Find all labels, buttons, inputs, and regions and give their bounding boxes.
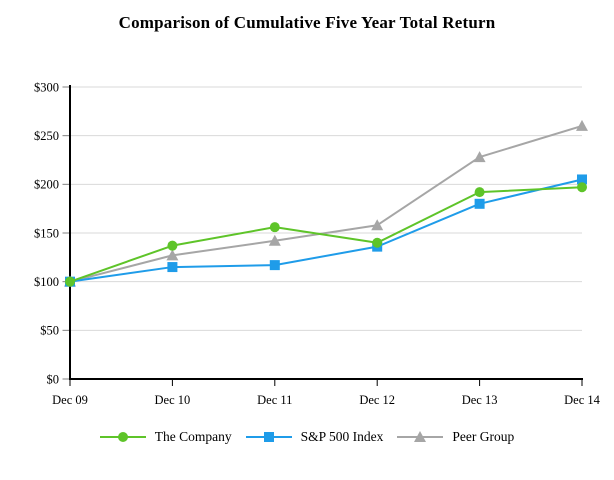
- data-point-the-company-dec-09: [65, 276, 75, 287]
- chart-legend: The Company S&P 500 Index Peer Group: [0, 429, 614, 445]
- data-point-peer-group-dec-14: [576, 119, 588, 131]
- data-point-s-p-500-index-dec-11: [269, 260, 280, 271]
- data-point-s-p-500-index-dec-14: [577, 174, 587, 185]
- data-point-the-company-dec-14: [577, 182, 587, 193]
- x-axis-label: Dec 13: [462, 393, 498, 407]
- x-axis-label: Dec 12: [359, 393, 395, 407]
- y-axis-label: $100: [34, 275, 59, 289]
- y-axis-label: $150: [34, 226, 59, 240]
- data-point-peer-group-dec-12: [371, 219, 384, 231]
- series-line-the-company: [69, 186, 583, 283]
- series-peer-group: [64, 119, 588, 287]
- data-point-the-company-dec-10: [167, 240, 178, 251]
- x-axis-label: Dec 14: [564, 393, 600, 407]
- series-the-company: [65, 182, 587, 287]
- chart-title: Comparison of Cumulative Five Year Total…: [118, 13, 496, 32]
- x-axis-label: Dec 11: [257, 393, 292, 407]
- y-axis-label: $50: [40, 324, 59, 338]
- legend-circle-icon: [99, 432, 146, 442]
- legend-marker-circle-icon: [117, 432, 128, 442]
- data-point-the-company-dec-12: [372, 237, 383, 248]
- series-line-s-p-500-index: [69, 178, 583, 283]
- series-line-peer-group: [69, 124, 583, 283]
- legend-item-s-p-500-index: S&P 500 Index: [245, 429, 384, 445]
- data-point-s-p-500-index-dec-13: [474, 198, 485, 209]
- legend-marker-triangle-icon: [414, 431, 427, 442]
- legend-label: S&P 500 Index: [300, 429, 384, 444]
- y-axis-label: $300: [34, 80, 59, 94]
- legend-label: The Company: [154, 429, 232, 444]
- legend-label: Peer Group: [452, 429, 515, 444]
- x-axis-label: Dec 10: [155, 393, 191, 407]
- legend-triangle-icon: [397, 431, 444, 442]
- data-point-the-company-dec-11: [269, 222, 280, 233]
- y-axis-label: $200: [34, 178, 59, 192]
- legend-item-the-company: The Company: [99, 429, 232, 445]
- data-point-peer-group-dec-11: [268, 234, 281, 246]
- data-point-the-company-dec-13: [474, 187, 485, 198]
- legend-item-peer-group: Peer Group: [397, 429, 514, 445]
- x-axis-label: Dec 09: [52, 393, 88, 407]
- legend-square-icon: [245, 432, 292, 442]
- y-axis-label: $250: [34, 129, 59, 143]
- y-axis-label: $0: [47, 372, 60, 386]
- data-point-peer-group-dec-13: [473, 151, 486, 163]
- data-point-peer-group-dec-10: [166, 249, 179, 261]
- data-point-s-p-500-index-dec-10: [167, 262, 178, 273]
- legend-marker-square-icon: [263, 432, 274, 442]
